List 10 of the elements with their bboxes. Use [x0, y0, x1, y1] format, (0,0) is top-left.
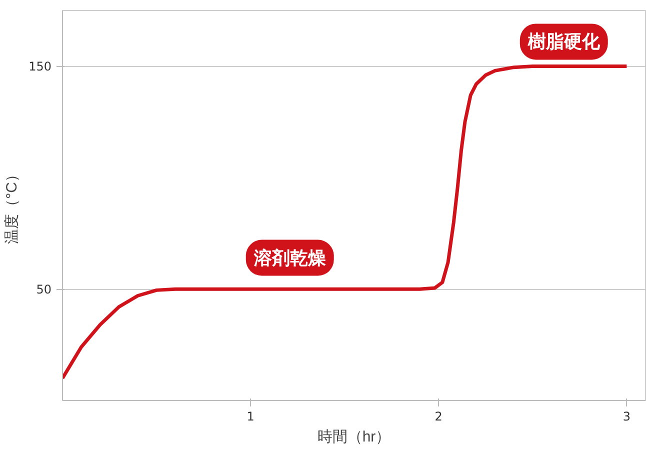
y-axis-title: 温度（°C） [4, 167, 21, 244]
y-tick-label: 50 [36, 282, 52, 297]
annotation: 溶剤乾燥 [252, 248, 326, 268]
line-series [62, 64, 628, 380]
y-tick-label: 150 [28, 60, 52, 74]
x-axis-title: 時間（hr） [317, 428, 391, 446]
x-tick-label: 1 [246, 410, 254, 424]
x-tick-label: 2 [434, 410, 442, 424]
annotation: 樹脂硬化 [526, 32, 601, 52]
x-tick-label: 3 [622, 410, 631, 424]
